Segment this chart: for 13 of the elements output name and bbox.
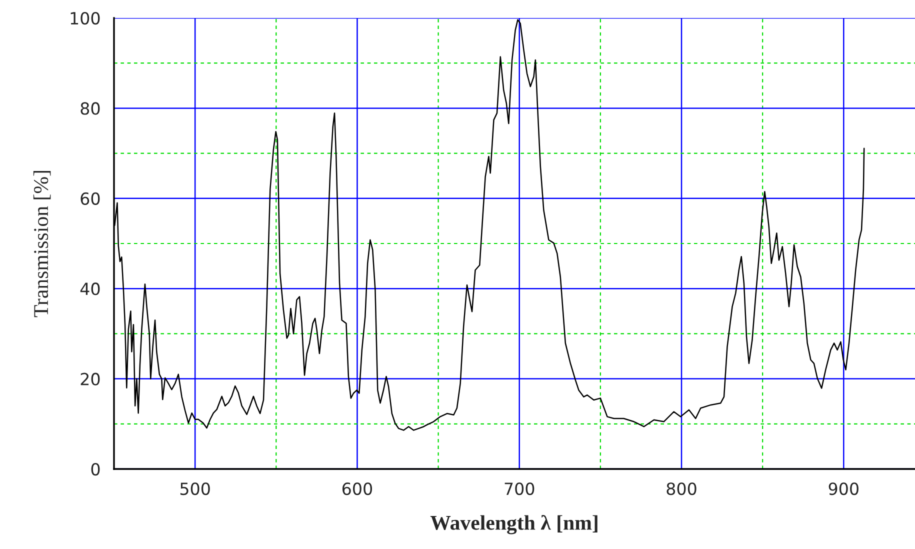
y-tick-label: 20 [80,372,100,386]
x-tick-label: 800 [666,482,696,496]
y-tick-label: 60 [80,192,100,205]
y-axis-title: Transmission [%] [33,171,51,318]
x-axis-title: Wavelength λ [nm] [430,514,598,534]
y-tick-label: 40 [80,282,100,296]
y-tick-label: 80 [80,102,100,115]
y-tick-label: 0 [91,462,100,476]
x-tick-label: 900 [828,482,858,496]
x-tick-label: 700 [504,482,534,496]
x-tick-label: 600 [342,482,372,496]
x-tick-label: 500 [180,482,210,496]
y-tick-label: 100 [70,12,100,25]
